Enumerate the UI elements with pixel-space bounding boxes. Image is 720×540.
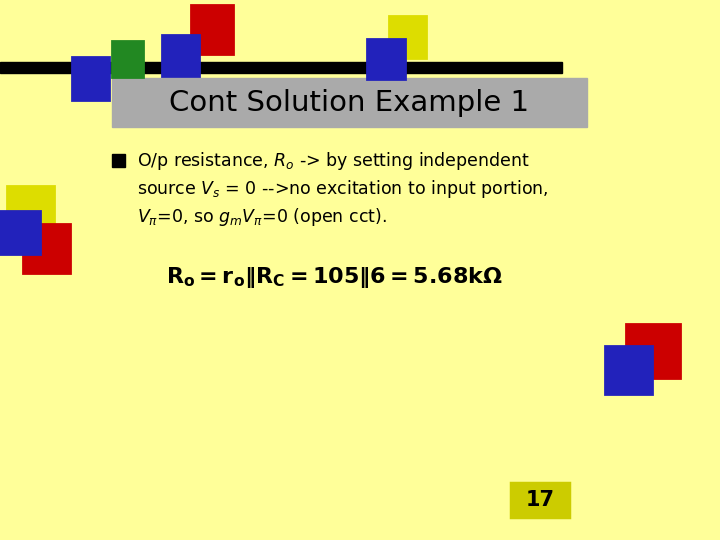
Bar xyxy=(112,78,587,127)
Bar xyxy=(605,346,652,394)
Text: O/p resistance, $R_o$ -> by setting independent: O/p resistance, $R_o$ -> by setting inde… xyxy=(137,150,529,172)
Bar xyxy=(367,39,405,79)
Bar xyxy=(626,324,680,378)
Text: source $V_s$ = 0 -->no excitation to input portion,: source $V_s$ = 0 -->no excitation to inp… xyxy=(137,178,548,200)
Bar xyxy=(162,35,199,76)
Bar xyxy=(112,40,143,77)
Bar xyxy=(0,62,562,73)
Text: $V_\pi$=0, so $g_m V_\pi$=0 (open cct).: $V_\pi$=0, so $g_m V_\pi$=0 (open cct). xyxy=(137,206,387,228)
Text: 17: 17 xyxy=(526,490,554,510)
Bar xyxy=(72,57,109,100)
Text: $\mathbf{R_o = r_o \| R_C = 105\|6 = 5.68k\Omega}$: $\mathbf{R_o = r_o \| R_C = 105\|6 = 5.6… xyxy=(166,265,503,289)
Bar xyxy=(0,211,40,254)
Text: Cont Solution Example 1: Cont Solution Example 1 xyxy=(169,89,529,117)
Bar xyxy=(7,186,54,230)
Bar xyxy=(511,483,569,517)
Bar xyxy=(191,5,233,54)
Bar xyxy=(112,154,125,167)
Bar xyxy=(23,224,70,273)
Bar xyxy=(389,16,426,58)
